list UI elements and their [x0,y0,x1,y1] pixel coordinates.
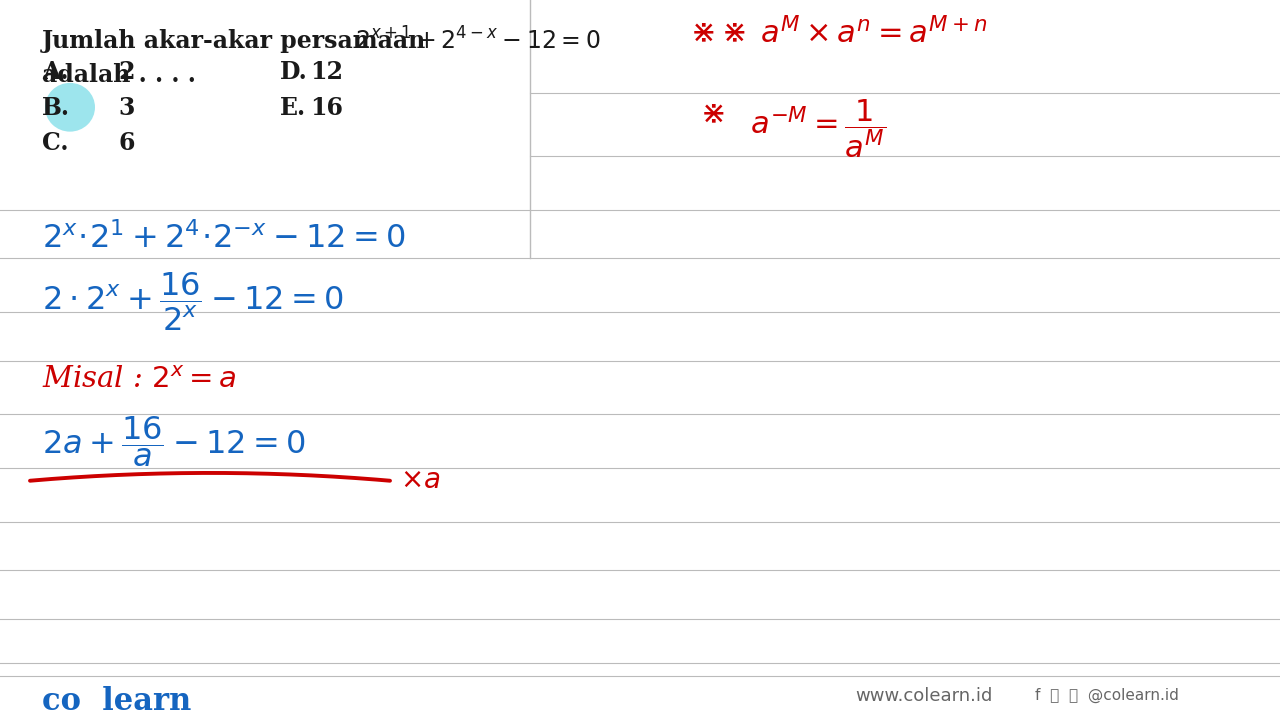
Text: 16: 16 [310,96,343,120]
Text: $2^{x+1}+2^{4-x}-12=0$: $2^{x+1}+2^{4-x}-12=0$ [355,27,600,55]
Text: 12: 12 [310,60,343,84]
Text: 6: 6 [118,130,134,155]
Text: D.: D. [280,60,307,84]
Text: B.: B. [42,96,70,120]
Text: Jumlah akar-akar persamaan: Jumlah akar-akar persamaan [42,30,434,53]
Text: $a^M \times a^n = a^{M+n}$: $a^M \times a^n = a^{M+n}$ [760,17,987,50]
Text: A.: A. [42,60,69,84]
Text: adalah . . . .: adalah . . . . [42,63,196,87]
Text: $2 \cdot 2^x + \dfrac{16}{2^x} - 12 = 0$: $2 \cdot 2^x + \dfrac{16}{2^x} - 12 = 0$ [42,271,343,333]
Text: C.: C. [42,130,69,155]
Text: 2: 2 [118,60,134,84]
Text: E.: E. [280,96,306,120]
Text: $\times a$: $\times a$ [399,467,440,494]
Ellipse shape [45,83,95,132]
Text: $a^{-M} = \dfrac{1}{a^M}$: $a^{-M} = \dfrac{1}{a^M}$ [750,97,886,161]
Text: f  ⓘ  🎵  @colearn.id: f ⓘ 🎵 @colearn.id [1036,688,1179,703]
Text: Misal : $2^x = a$: Misal : $2^x = a$ [42,366,237,394]
Text: $2^x \!\cdot\! 2^1 + 2^4 \!\cdot\! 2^{-x} -12 = 0$: $2^x \!\cdot\! 2^1 + 2^4 \!\cdot\! 2^{-x… [42,222,406,255]
Text: $\divideontimes$: $\divideontimes$ [700,100,724,130]
Text: $2a + \dfrac{16}{a} - 12 = 0$: $2a + \dfrac{16}{a} - 12 = 0$ [42,415,306,469]
Text: 3: 3 [118,96,134,120]
Text: $\divideontimes\divideontimes$: $\divideontimes\divideontimes$ [690,19,746,48]
Text: www.colearn.id: www.colearn.id [855,688,992,706]
Text: co  learn: co learn [42,685,192,716]
